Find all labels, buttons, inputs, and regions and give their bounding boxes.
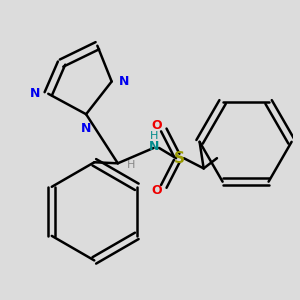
Text: N: N bbox=[81, 122, 91, 135]
Text: N: N bbox=[119, 75, 130, 88]
Text: N: N bbox=[30, 87, 40, 100]
Text: O: O bbox=[152, 184, 162, 197]
Text: O: O bbox=[152, 119, 162, 133]
Text: S: S bbox=[174, 151, 184, 166]
Text: H: H bbox=[127, 160, 135, 170]
Text: N: N bbox=[149, 140, 159, 153]
Text: H: H bbox=[150, 131, 158, 141]
